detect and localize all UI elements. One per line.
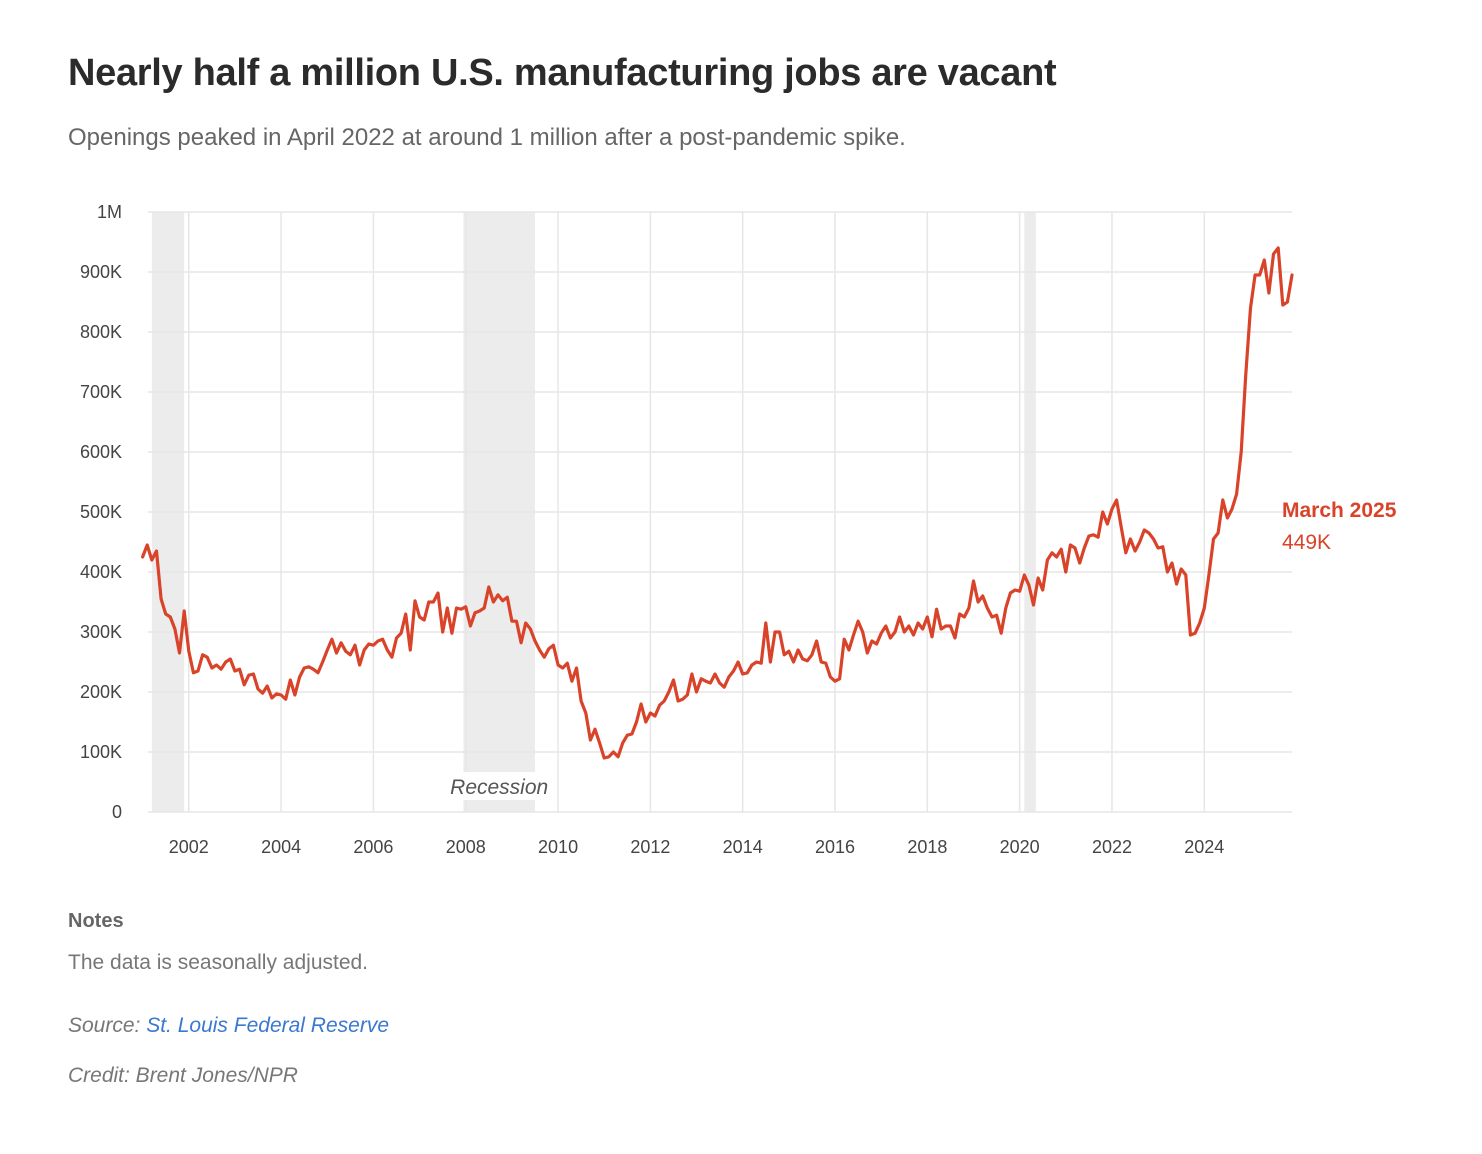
end-annotation-value: 449K [1282, 531, 1331, 554]
y-tick-label: 300K [80, 622, 122, 642]
x-tick-label: 2016 [815, 837, 855, 857]
y-tick-label: 100K [80, 742, 122, 762]
y-tick-label: 1M [97, 202, 122, 222]
y-tick-label: 900K [80, 262, 122, 282]
x-tick-label: 2012 [630, 837, 670, 857]
y-tick-label: 400K [80, 562, 122, 582]
source-prefix: Source: [68, 1014, 147, 1037]
source-link[interactable]: St. Louis Federal Reserve [146, 1014, 390, 1037]
y-tick-label: 600K [80, 442, 122, 462]
end-annotation-date: March 2025 [1282, 499, 1397, 522]
y-tick-label: 800K [80, 322, 122, 342]
x-tick-label: 2002 [169, 837, 209, 857]
recession-label: Recession [450, 776, 548, 799]
x-tick-label: 2022 [1092, 837, 1132, 857]
line-chart: 0100K200K300K400K500K600K700K800K900K1M … [80, 202, 1397, 857]
x-tick-label: 2020 [1000, 837, 1040, 857]
y-tick-label: 200K [80, 682, 122, 702]
y-tick-label: 0 [112, 802, 122, 822]
series-layer [141, 246, 1294, 760]
recession-label-bg [449, 772, 549, 800]
annotations: Recession March 2025 449K [449, 499, 1397, 800]
x-tick-label: 2004 [261, 837, 301, 857]
x-tick-label: 2006 [353, 837, 393, 857]
x-tick-label: 2018 [907, 837, 947, 857]
y-tick-label: 500K [80, 502, 122, 522]
y-tick-label: 700K [80, 382, 122, 402]
chart-title: Nearly half a million U.S. manufacturing… [68, 52, 1057, 94]
grid-lines [148, 211, 1292, 813]
x-tick-label: 2014 [723, 837, 763, 857]
credit-line: Credit: Brent Jones/NPR [68, 1064, 298, 1087]
y-axis-ticks: 0 100K 200K 300K 400K 500K 600K 700K 800K 900K 1M [80, 202, 122, 822]
x-tick-label: 2010 [538, 837, 578, 857]
series-line-1 [141, 246, 1294, 760]
notes-heading: Notes [68, 910, 124, 932]
x-axis-ticks: 2002 2004 2006 2008 2010 2012 2014 2016 2018 2020… [169, 837, 1225, 857]
source-line: Source: St. Louis Federal Reserve [68, 1014, 389, 1038]
x-tick-label: 2024 [1184, 837, 1224, 857]
chart-subtitle: Openings peaked in April 2022 at around … [68, 124, 906, 151]
x-tick-label: 2008 [446, 837, 486, 857]
notes-text: The data is seasonally adjusted. [68, 951, 369, 974]
